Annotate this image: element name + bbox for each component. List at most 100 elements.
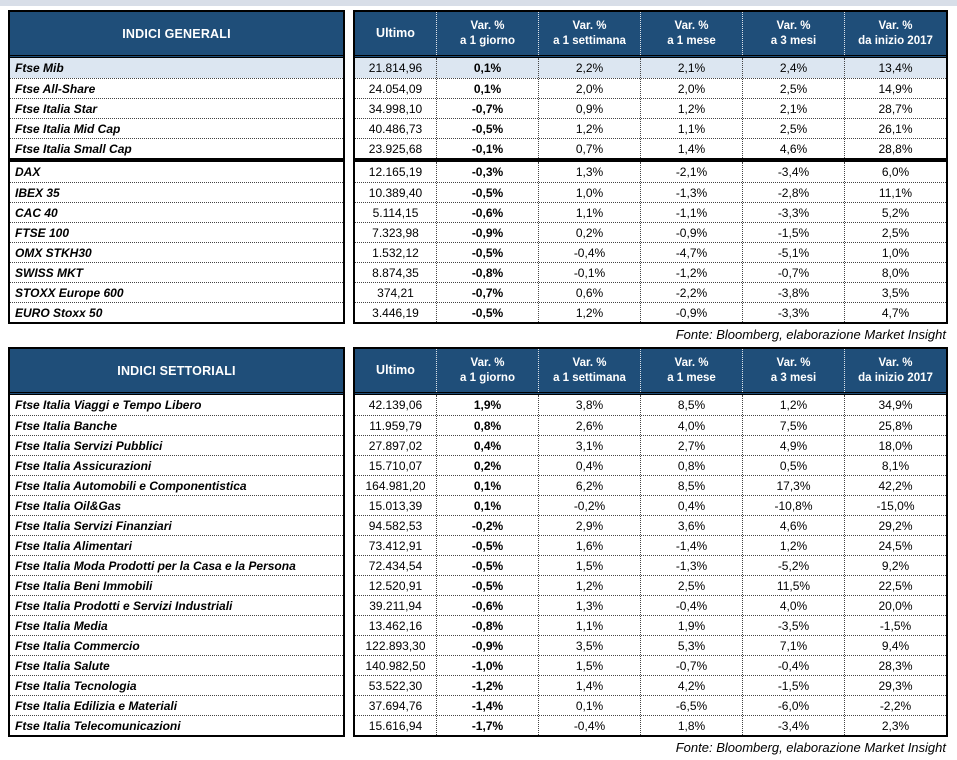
var-pct-cell: -4,7% [640, 243, 742, 262]
var-pct-cell: -0,9% [640, 303, 742, 322]
var-pct-cell: 0,1% [436, 476, 538, 495]
index-name-cell: Ftse Italia Mid Cap [15, 121, 121, 136]
table-row: 72.434,54 -0,5% 1,5% -1,3% -5,2% 9,2% [355, 555, 946, 575]
column-header-line1: Var. % [776, 19, 811, 32]
table-row: 40.486,73 -0,5% 1,2% 1,1% 2,5% 26,1% [355, 118, 946, 138]
column-header-line2: a 1 mese [667, 34, 716, 47]
table-row: 73.412,91 -0,5% 1,6% -1,4% 1,2% 24,5% [355, 535, 946, 555]
var-pct-cell: -0,6% [436, 203, 538, 222]
column-header-line2: a 1 settimana [553, 34, 626, 47]
var-pct-cell: -0,9% [640, 223, 742, 242]
table-row: Ftse Italia Automobili e Componentistica [10, 475, 343, 495]
table-row: 164.981,20 0,1% 6,2% 8,5% 17,3% 42,2% [355, 475, 946, 495]
column-header-line2: a 1 mese [667, 371, 716, 384]
var-pct-cell: 3,5% [844, 283, 946, 302]
ultimo-value-cell: 27.897,02 [368, 438, 423, 453]
var-pct-cell: 1,0% [844, 243, 946, 262]
var-pct-cell: -0,1% [538, 263, 640, 282]
index-name-cell: Ftse Italia Edilizia e Materiali [15, 698, 178, 713]
column-header-var-0: Var. % a 1 giorno [436, 349, 538, 392]
index-name-cell: OMX STKH30 [15, 245, 92, 260]
var-pct-cell: 2,7% [640, 436, 742, 455]
var-pct-cell: 34,9% [844, 395, 946, 415]
var-pct-cell: 11,1% [844, 183, 946, 202]
var-pct-cell: 4,0% [742, 596, 844, 615]
table-row: Ftse Italia Servizi Pubblici [10, 435, 343, 455]
var-pct-cell: 9,2% [844, 556, 946, 575]
table-row: Ftse Italia Tecnologia [10, 675, 343, 695]
table-row: Ftse Italia Mid Cap [10, 118, 343, 138]
var-pct-cell: -0,1% [436, 139, 538, 158]
var-pct-cell: 9,4% [844, 636, 946, 655]
var-pct-cell: -3,5% [742, 616, 844, 635]
table-row: 10.389,40 -0,5% 1,0% -1,3% -2,8% 11,1% [355, 182, 946, 202]
data-rows: 42.139,06 1,9% 3,8% 8,5% 1,2% 34,9% 11.959,79 0… [355, 395, 946, 735]
table-row: Ftse Italia Telecomunicazioni [10, 715, 343, 735]
table-row: Ftse Italia Oil&Gas [10, 495, 343, 515]
index-name-cell: Ftse Italia Telecomunicazioni [15, 718, 181, 733]
var-pct-cell: 1,3% [538, 596, 640, 615]
index-name-cell: EURO Stoxx 50 [15, 305, 103, 320]
table-row: 7.323,98 -0,9% 0,2% -0,9% -1,5% 2,5% [355, 222, 946, 242]
table-row: 12.165,19 -0,3% 1,3% -2,1% -3,4% 6,0% [355, 162, 946, 182]
var-pct-cell: 1,5% [538, 656, 640, 675]
table-title: INDICI SETTORIALI [10, 349, 343, 395]
var-pct-cell: -1,2% [436, 676, 538, 695]
table-row: Ftse Italia Small Cap [10, 138, 343, 158]
var-pct-cell: 2,5% [844, 223, 946, 242]
index-name-cell: Ftse Italia Salute [15, 658, 110, 673]
table-row: Ftse Italia Commercio [10, 635, 343, 655]
var-pct-cell: -1,1% [640, 203, 742, 222]
var-pct-cell: 0,7% [538, 139, 640, 158]
var-pct-cell: 2,0% [538, 79, 640, 98]
ultimo-value-cell: 13.462,16 [368, 618, 423, 633]
var-pct-cell: -15,0% [844, 496, 946, 515]
table-row: OMX STKH30 [10, 242, 343, 262]
var-pct-cell: 0,5% [742, 456, 844, 475]
source-note: Fonte: Bloomberg, elaborazione Market In… [675, 327, 946, 342]
column-header-line1: Var. % [470, 19, 505, 32]
var-pct-cell: -3,3% [742, 303, 844, 322]
table-row: 42.139,06 1,9% 3,8% 8,5% 1,2% 34,9% [355, 395, 946, 415]
var-pct-cell: 1,4% [640, 139, 742, 158]
table-row: 34.998,10 -0,7% 0,9% 1,2% 2,1% 28,7% [355, 98, 946, 118]
report-content: INDICI GENERALI Ftse Mib Ftse All-Share Ft… [0, 10, 957, 760]
var-pct-cell: -0,5% [436, 303, 538, 322]
var-pct-cell: 1,2% [640, 99, 742, 118]
var-pct-cell: -10,8% [742, 496, 844, 515]
var-pct-cell: 4,6% [742, 516, 844, 535]
table-row: Ftse All-Share [10, 78, 343, 98]
ultimo-value-cell: 15.013,39 [368, 498, 423, 513]
var-pct-cell: -0,2% [538, 496, 640, 515]
var-pct-cell: -1,2% [640, 263, 742, 282]
ultimo-value-cell: 21.814,96 [368, 61, 423, 75]
index-name-cell: STOXX Europe 600 [15, 285, 124, 300]
var-pct-cell: 7,1% [742, 636, 844, 655]
var-pct-cell: 2,2% [538, 58, 640, 78]
var-pct-cell: 3,8% [538, 395, 640, 415]
sector-indices-label-panel: INDICI SETTORIALI Ftse Italia Viaggi e T… [8, 347, 345, 737]
column-header-var-1: Var. % a 1 settimana [538, 349, 640, 392]
var-pct-cell: 5,2% [844, 203, 946, 222]
ultimo-value-cell: 8.874,35 [372, 265, 419, 280]
column-header-row: Ultimo Var. % a 1 giorno Var. % a 1 settiman… [355, 349, 946, 395]
index-name-cell: Ftse Italia Star [15, 101, 98, 116]
var-pct-cell: 7,5% [742, 416, 844, 435]
table-row: 24.054,09 0,1% 2,0% 2,0% 2,5% 14,9% [355, 78, 946, 98]
ultimo-value-cell: 164.981,20 [365, 478, 426, 493]
var-pct-cell: 2,6% [538, 416, 640, 435]
table-row: Ftse Italia Moda Prodotti per la Casa e … [10, 555, 343, 575]
var-pct-cell: 1,1% [538, 203, 640, 222]
index-name-cell: Ftse Italia Alimentari [15, 538, 132, 553]
sector-indices-data-panel: Ultimo Var. % a 1 giorno Var. % a 1 settiman… [353, 347, 948, 737]
var-pct-cell: -0,8% [436, 263, 538, 282]
index-name-cell: SWISS MKT [15, 265, 83, 280]
table-row: 37.694,76 -1,4% 0,1% -6,5% -6,0% -2,2% [355, 695, 946, 715]
index-name-cell: FTSE 100 [15, 225, 70, 240]
column-header-line2: a 3 mesi [770, 34, 817, 47]
column-header-var-2: Var. % a 1 mese [640, 349, 742, 392]
var-pct-cell: 1,3% [538, 162, 640, 182]
var-pct-cell: -3,4% [742, 716, 844, 735]
column-header-line2: da inizio 2017 [858, 34, 933, 47]
table-row: FTSE 100 [10, 222, 343, 242]
